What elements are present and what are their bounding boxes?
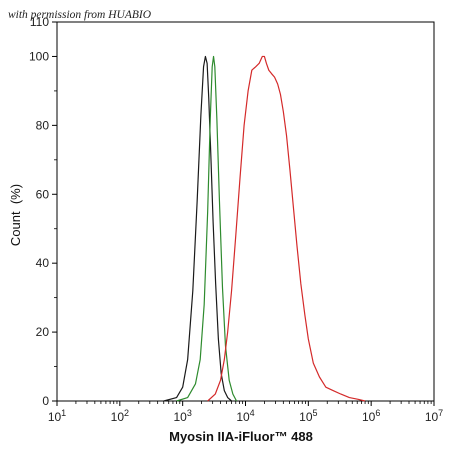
series-line-1 [163,55,232,402]
x-axis-title: Myosin IIA-iFluor™ 488 [169,429,313,444]
y-axis-title: Count (%) [8,184,23,246]
x-tick-label: 107 [425,408,443,424]
plot-frame [56,21,435,402]
y-tick-label: 80 [36,118,50,132]
series-line-2 [176,55,238,402]
x-tick-label: 105 [299,408,317,424]
x-tick-label: 102 [111,408,129,424]
plot-area [56,21,435,402]
y-tick-label: 110 [30,15,49,29]
x-axis-ticks: 101 102 103 104 105 106 107 [48,401,443,424]
watermark-text: with permission from HUABIO [8,9,152,21]
x-tick-label: 106 [362,408,380,424]
x-tick-label: 103 [173,408,191,424]
y-tick-label: 20 [36,325,50,339]
x-tick-label: 101 [48,408,66,424]
y-tick-label: 100 [29,49,49,63]
y-tick-label: 40 [36,256,50,270]
series-line-3 [207,55,366,402]
y-axis-ticks: 0 20 40 60 80 100 110 [29,15,57,408]
y-tick-label: 60 [36,187,50,201]
x-tick-label: 104 [236,408,254,424]
y-tick-label: 0 [42,394,49,408]
